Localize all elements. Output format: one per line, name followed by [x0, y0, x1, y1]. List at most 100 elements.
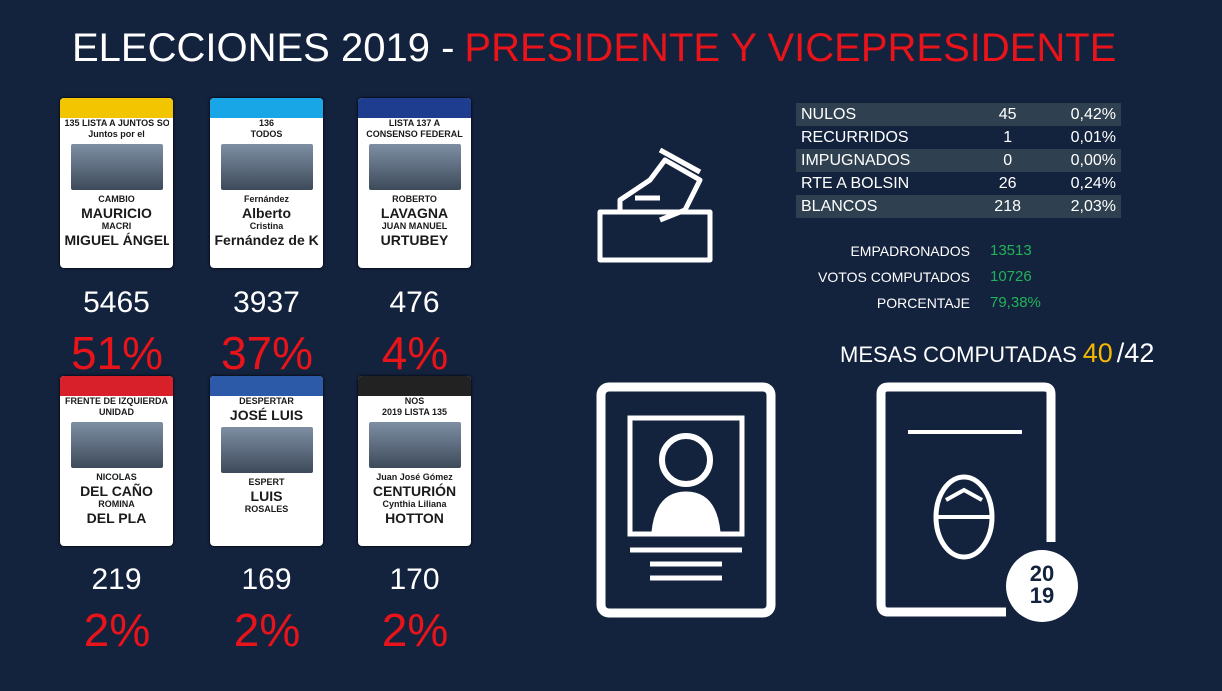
- percent: 51%: [70, 327, 164, 379]
- percent: 2%: [83, 604, 151, 656]
- ballot-text: JUAN MANUEL: [381, 221, 448, 231]
- ballot-box: [597, 209, 713, 263]
- percent: 37%: [220, 327, 314, 379]
- candidate-photo: [70, 422, 163, 468]
- lines: [630, 547, 742, 581]
- emblem-detail: [938, 487, 990, 519]
- candidate-photo: [220, 144, 313, 190]
- stat-label: NULOS: [801, 105, 857, 123]
- ballot-text: NOS: [404, 396, 425, 406]
- stat-label: IMPUGNADOS: [801, 151, 911, 169]
- ballot-text: CENTURIÓN: [372, 483, 457, 499]
- votes: 219: [91, 563, 142, 596]
- ballot: 136 TODOS Fernández Alberto Cristina Fernánde…: [210, 98, 323, 268]
- ballot-text: ESPERT: [248, 477, 285, 487]
- photo-frame: [627, 415, 745, 537]
- ballot-text: Fernández de Kirchner: [214, 232, 319, 248]
- title: ELECCIONES 2019 - PRESIDENTE Y VICEPRESID…: [72, 26, 1116, 71]
- stats-table: NULOS 45 0,42% RECURRIDOS 1 0,01% IMPUGNADOS 0 0…: [796, 103, 1121, 218]
- passport-frame: [876, 382, 1056, 617]
- vote-icon: [597, 147, 713, 263]
- stat-count: 45: [998, 105, 1017, 123]
- ballot: NOS 2019 LISTA 135 Juan José Gómez CENTURIÓ…: [358, 376, 471, 546]
- stats-row: IMPUGNADOS 0 0,00%: [796, 149, 1121, 172]
- stats-row: RECURRIDOS 1 0,01%: [796, 126, 1121, 149]
- year-bottom: 19: [1030, 583, 1054, 608]
- mesas-done: 40: [1082, 338, 1113, 368]
- percent: 2%: [381, 604, 449, 656]
- summary-label: PORCENTAJE: [876, 295, 970, 311]
- ballot-text: DEL CAÑO: [80, 483, 153, 499]
- body: [651, 491, 721, 533]
- ballot-text: 2019 LISTA 135: [381, 407, 448, 417]
- ballot: DESPERTAR JOSÉ LUIS ESPERT LUIS ROSALES: [210, 376, 323, 546]
- ballot-text: LAVAGNA: [380, 205, 449, 221]
- ballot-text: DEL PLA: [86, 510, 147, 526]
- summary-value: 10726: [990, 268, 1032, 285]
- stats-row: RTE A BOLSIN 26 0,24%: [796, 172, 1121, 195]
- stat-count: 26: [998, 174, 1017, 192]
- ballot-band: [210, 98, 323, 118]
- year-top: 20: [1030, 561, 1054, 586]
- stat-percent: 2,03%: [1070, 197, 1116, 215]
- mesas-label: MESAS COMPUTADAS: [840, 342, 1077, 367]
- ballot-text: CAMBIO: [98, 194, 135, 204]
- percent: 2%: [233, 604, 301, 656]
- ballot-band: [210, 376, 323, 396]
- candidate-photo: [368, 144, 461, 190]
- ballot-text: HOTTON: [385, 510, 444, 526]
- votes: 5465: [83, 286, 150, 319]
- passport-icon: 20 19: [876, 382, 1078, 622]
- emblem: [933, 474, 995, 560]
- candidate-photo: [70, 144, 163, 190]
- ballot-text: LUIS: [250, 488, 283, 504]
- stat-count: 1: [1003, 128, 1013, 146]
- ballot-text: Juan José Gómez: [376, 472, 453, 482]
- stat-percent: 0,00%: [1070, 151, 1116, 169]
- summary-value: 13513: [990, 242, 1032, 259]
- ballot-text: CONSENSO FEDERAL: [366, 129, 463, 139]
- card-frame: [596, 382, 776, 618]
- ballot-text: ROBERTO: [392, 194, 437, 204]
- ballot-text: MACRI: [101, 221, 132, 231]
- hand: [617, 157, 703, 223]
- cuff: [658, 147, 702, 175]
- stat-label: RTE A BOLSIN: [801, 174, 910, 192]
- ballot-text: Cristina: [249, 221, 284, 231]
- stat-count: 0: [1003, 151, 1013, 169]
- id-card-icon: [596, 382, 776, 618]
- year-badge: [1006, 550, 1078, 622]
- ballot-text: LISTA 137 A: [388, 118, 441, 128]
- ballot-text: Alberto: [242, 205, 291, 221]
- summary-label: VOTOS COMPUTADOS: [818, 269, 970, 285]
- ballot: LISTA 137 A CONSENSO FEDERAL ROBERTO LAVAGN…: [358, 98, 471, 268]
- stats-row: BLANCOS 218 2,03%: [796, 195, 1121, 218]
- ballot-text: Cynthia Liliana: [382, 499, 447, 509]
- candidate-photo: [368, 422, 461, 468]
- ballot-text: 135 LISTA A JUNTOS SOMOS EL CAMBIO: [64, 118, 169, 128]
- title-text: ELECCIONES 2019 -: [72, 26, 455, 70]
- stat-percent: 0,42%: [1070, 105, 1116, 123]
- stat-count: 218: [994, 197, 1021, 215]
- stat-label: RECURRIDOS: [801, 128, 909, 146]
- ballot-band: [358, 98, 471, 118]
- mesas-total: /42: [1116, 338, 1155, 368]
- ballot-text: DESPERTAR: [239, 396, 294, 406]
- head: [659, 433, 713, 487]
- summary-label: EMPADRONADOS: [850, 243, 970, 259]
- ballot: 135 LISTA A JUNTOS SOMOS EL CAMBIOJuntos…: [60, 98, 173, 268]
- ballot-text: NICOLAS: [96, 472, 137, 482]
- ballot-text: JOSÉ LUIS: [229, 407, 304, 423]
- votes: 3937: [233, 286, 300, 319]
- title-highlight: PRESIDENTE Y VICEPRESIDENTE: [464, 26, 1117, 70]
- stat-label: BLANCOS: [801, 197, 878, 215]
- ballot-text: FRENTE DE IZQUIERDA: [64, 396, 168, 406]
- ballot-text: UNIDAD: [99, 407, 134, 417]
- summary-value: 79,38%: [990, 294, 1041, 311]
- votes: 169: [241, 563, 292, 596]
- ballot: FRENTE DE IZQUIERDA UNIDAD NICOLAS DEL CAÑO…: [60, 376, 173, 546]
- ballot-text: ROMINA: [98, 499, 135, 509]
- mesas: MESAS COMPUTADAS 40/42: [840, 338, 1154, 369]
- ballot-text: URTUBEY: [380, 232, 449, 248]
